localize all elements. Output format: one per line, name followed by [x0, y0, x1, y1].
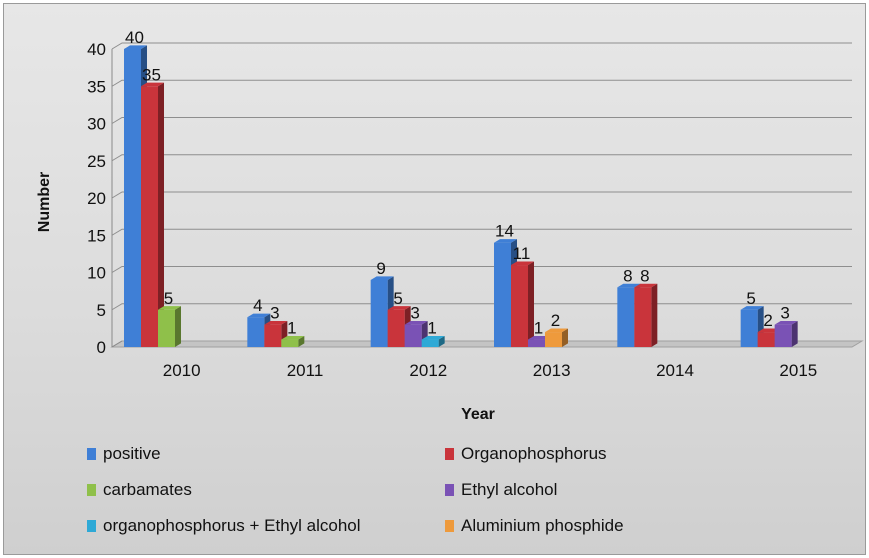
data-label: 35	[142, 65, 161, 84]
gridline	[111, 42, 852, 50]
data-label: 40	[125, 28, 144, 47]
bar-2013-organophosphorus	[511, 261, 534, 347]
data-label: 9	[376, 259, 385, 278]
bar-2013-aluminium-phosphide	[545, 328, 568, 347]
y-tick-label: 35	[87, 77, 106, 96]
gridline	[111, 266, 852, 273]
data-label: 1	[534, 319, 543, 338]
chart-figure: 0 5 10 15 20 25 30 35 40 2010 2011 2012 2013 2014 2015…	[3, 3, 866, 555]
data-label: 5	[164, 289, 173, 308]
legend-item: positive	[87, 444, 161, 463]
axis-depth-line	[111, 340, 123, 348]
legend-item: Aluminium phosphide	[445, 516, 624, 535]
legend-swatch	[87, 448, 96, 460]
x-tick-label: 2015	[779, 361, 817, 380]
legend-swatch	[445, 448, 454, 460]
y-tick-label: 40	[87, 40, 106, 59]
data-label: 1	[287, 319, 296, 338]
legend-swatch	[445, 520, 454, 532]
legend-label: positive	[103, 444, 161, 463]
data-label: 5	[746, 289, 755, 308]
y-tick-label: 0	[97, 338, 106, 357]
data-label: 1	[427, 319, 436, 338]
y-tick-label: 25	[87, 152, 106, 171]
bar-2010-carbamates	[158, 306, 181, 347]
x-axis-title: Year	[461, 406, 495, 423]
data-label: 3	[270, 304, 279, 323]
x-tick-label: 2013	[533, 361, 571, 380]
data-label: 11	[513, 244, 531, 263]
y-tick-label: 30	[87, 115, 106, 134]
x-tick-label: 2014	[656, 361, 694, 380]
legend-label: Aluminium phosphide	[461, 516, 624, 535]
bar-2015-ethyl-alcohol	[774, 321, 798, 347]
bar-2010-organophosphorus	[141, 82, 164, 348]
data-label: 3	[780, 304, 789, 323]
gridline	[111, 154, 852, 162]
y-tick-label: 15	[87, 226, 106, 245]
gridline	[111, 191, 852, 199]
legend-label: carbamates	[103, 480, 192, 499]
legend-swatch	[445, 484, 454, 496]
data-label: 2	[763, 311, 772, 330]
legend-swatch	[87, 520, 96, 532]
x-tick-label: 2012	[409, 361, 447, 380]
data-label: 4	[253, 296, 262, 315]
bar-2011-organophosphorus	[264, 321, 288, 347]
legend-item: carbamates	[87, 480, 192, 499]
legend-item: Organophosphorus	[445, 444, 607, 463]
legend-swatch	[87, 484, 96, 496]
legend-label: Ethyl alcohol	[461, 480, 557, 499]
y-tick-label: 10	[87, 264, 106, 283]
gridline	[111, 303, 852, 311]
gridline	[111, 228, 852, 236]
legend-item: organophosphorus + Ethyl alcohol	[87, 516, 361, 535]
gridline	[111, 79, 852, 87]
y-tick-label: 20	[87, 189, 106, 208]
legend-label: organophosphorus + Ethyl alcohol	[103, 516, 361, 535]
y-axis-title: Number	[36, 172, 53, 232]
legend-label: Organophosphorus	[461, 444, 607, 463]
bar-2012-organophosphorus-ethyl-alcohol	[421, 335, 445, 347]
gridline	[111, 117, 852, 124]
data-label: 5	[393, 289, 402, 308]
legend-item: Ethyl alcohol	[445, 480, 557, 499]
data-label: 8	[623, 266, 632, 285]
data-label: 2	[551, 311, 560, 330]
bar-2014-organophosphorus	[634, 283, 658, 347]
y-tick-label: 5	[97, 301, 106, 320]
bar-2011-carbamates	[281, 335, 305, 347]
data-label: 3	[410, 304, 419, 323]
x-tick-label: 2011	[287, 361, 324, 380]
data-label: 8	[640, 266, 649, 285]
data-label: 14	[495, 222, 514, 241]
x-tick-label: 2010	[163, 361, 201, 380]
